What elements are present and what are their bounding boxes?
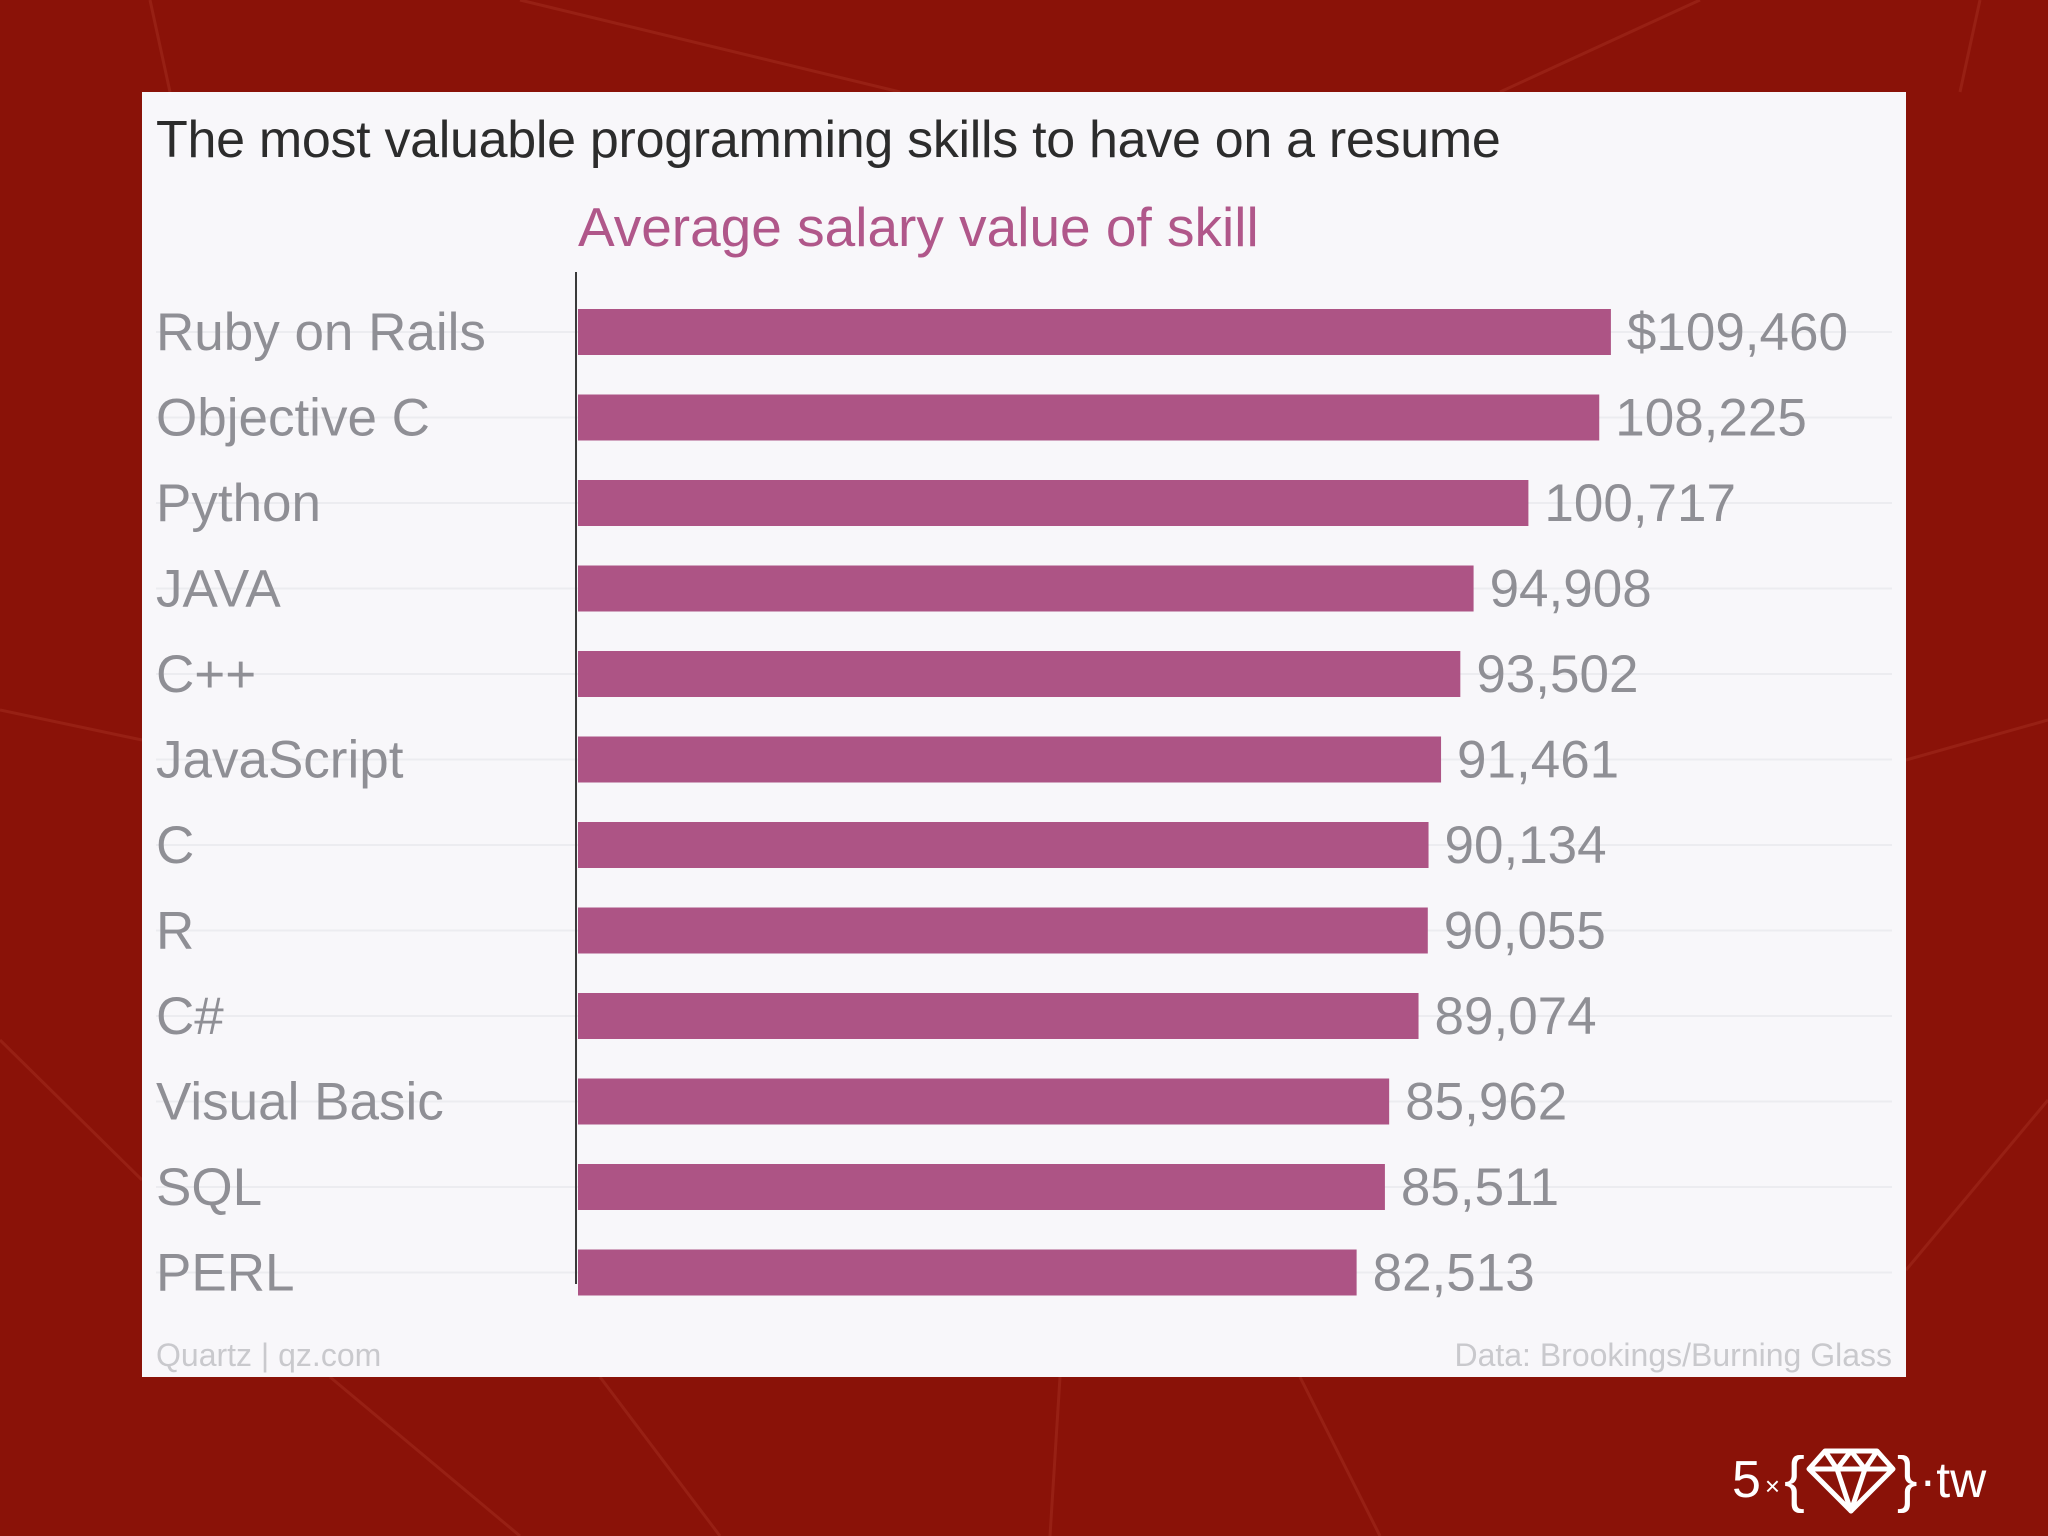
bar bbox=[578, 480, 1529, 526]
category-label: Objective C bbox=[156, 389, 430, 448]
bar bbox=[578, 565, 1474, 612]
category-label: R bbox=[156, 902, 194, 961]
category-label: JavaScript bbox=[156, 731, 404, 790]
ruby-gem-icon bbox=[1806, 1448, 1896, 1514]
bar bbox=[578, 907, 1428, 954]
category-label: C bbox=[156, 816, 194, 875]
logo-open-brace: { bbox=[1784, 1445, 1805, 1514]
value-label: 100,717 bbox=[1544, 474, 1736, 533]
value-label: 94,908 bbox=[1490, 560, 1652, 619]
category-label: SQL bbox=[156, 1158, 262, 1217]
chart-title: The most valuable programming skills to … bbox=[156, 111, 1501, 169]
value-label: 85,962 bbox=[1405, 1073, 1567, 1132]
source-credit: Quartz | qz.com bbox=[156, 1337, 382, 1373]
bar bbox=[578, 394, 1600, 441]
logo-suffix: ·tw bbox=[1919, 1452, 1987, 1508]
logo-prefix: 5 bbox=[1732, 1451, 1761, 1509]
value-label: 91,461 bbox=[1457, 731, 1619, 790]
value-label: 93,502 bbox=[1476, 645, 1638, 704]
category-label: PERL bbox=[156, 1244, 294, 1303]
bar bbox=[578, 1078, 1390, 1125]
data-source: Data: Brookings/Burning Glass bbox=[1454, 1337, 1892, 1373]
bar bbox=[578, 309, 1611, 355]
bar bbox=[578, 1164, 1385, 1210]
value-label: 89,074 bbox=[1435, 987, 1597, 1046]
category-label: Visual Basic bbox=[156, 1073, 444, 1132]
bar bbox=[578, 822, 1429, 868]
bar bbox=[578, 736, 1442, 783]
category-label: C# bbox=[156, 987, 224, 1046]
value-label: $109,460 bbox=[1627, 303, 1848, 362]
value-label: 90,055 bbox=[1444, 902, 1606, 961]
logo-times: × bbox=[1764, 1470, 1781, 1501]
chart-subtitle: Average salary value of skill bbox=[578, 196, 1259, 258]
bar-chart: Ruby on Rails $109,460 Objective C 108,225 P… bbox=[156, 272, 1892, 1303]
chart-card: The most valuable programming skills to … bbox=[142, 92, 1906, 1377]
logo: 5 × { } ·tw bbox=[1732, 1440, 1986, 1520]
value-label: 82,513 bbox=[1373, 1244, 1535, 1303]
category-label: Ruby on Rails bbox=[156, 303, 486, 362]
category-label: JAVA bbox=[156, 560, 281, 619]
value-label: 108,225 bbox=[1615, 389, 1807, 448]
value-label: 90,134 bbox=[1445, 816, 1607, 875]
value-label: 85,511 bbox=[1401, 1158, 1559, 1217]
category-label: Python bbox=[156, 474, 321, 533]
category-label: C++ bbox=[156, 645, 256, 704]
bar bbox=[578, 993, 1419, 1039]
logo-close-brace: } bbox=[1896, 1445, 1918, 1514]
bar bbox=[578, 651, 1461, 697]
bar bbox=[578, 1249, 1357, 1296]
